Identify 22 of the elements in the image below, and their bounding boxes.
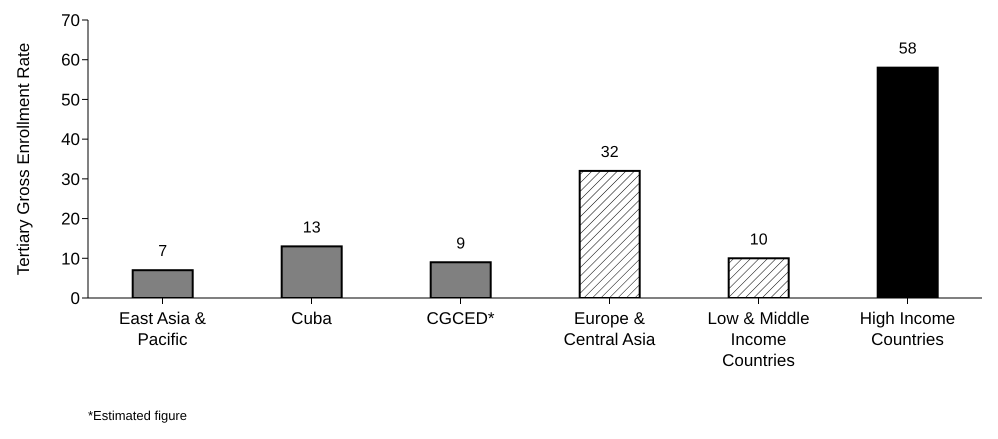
y-tick-label: 10 — [61, 249, 80, 268]
data-label: 13 — [302, 219, 321, 236]
x-tick-label: Europe & Central Asia — [564, 309, 656, 349]
data-label: 10 — [750, 231, 768, 248]
y-tick-label: 50 — [61, 90, 80, 110]
data-label: 7 — [158, 243, 168, 260]
data-label: 32 — [600, 144, 619, 161]
x-tick-label: High Income Countries — [860, 309, 956, 349]
y-axis-title: Tertiary Gross Enrollment Rate — [14, 42, 34, 276]
y-tick-label: 70 — [61, 11, 80, 30]
y-tick-label: 0 — [70, 289, 80, 308]
y-tick-label: 40 — [61, 130, 80, 150]
data-label: 58 — [898, 40, 917, 58]
y-tick-label: 60 — [61, 50, 80, 70]
x-tick-label: Low & Middle Income Countries — [707, 309, 810, 370]
x-tick-label: East Asia & Pacific — [119, 309, 207, 349]
y-tick-label: 20 — [61, 210, 80, 229]
data-label: 9 — [456, 235, 466, 252]
x-tick-label: CGCED* — [426, 309, 495, 328]
text: *Estimated figure — [88, 408, 188, 423]
y-tick-label: 30 — [61, 170, 80, 189]
x-tick-label: Cuba — [291, 309, 332, 328]
